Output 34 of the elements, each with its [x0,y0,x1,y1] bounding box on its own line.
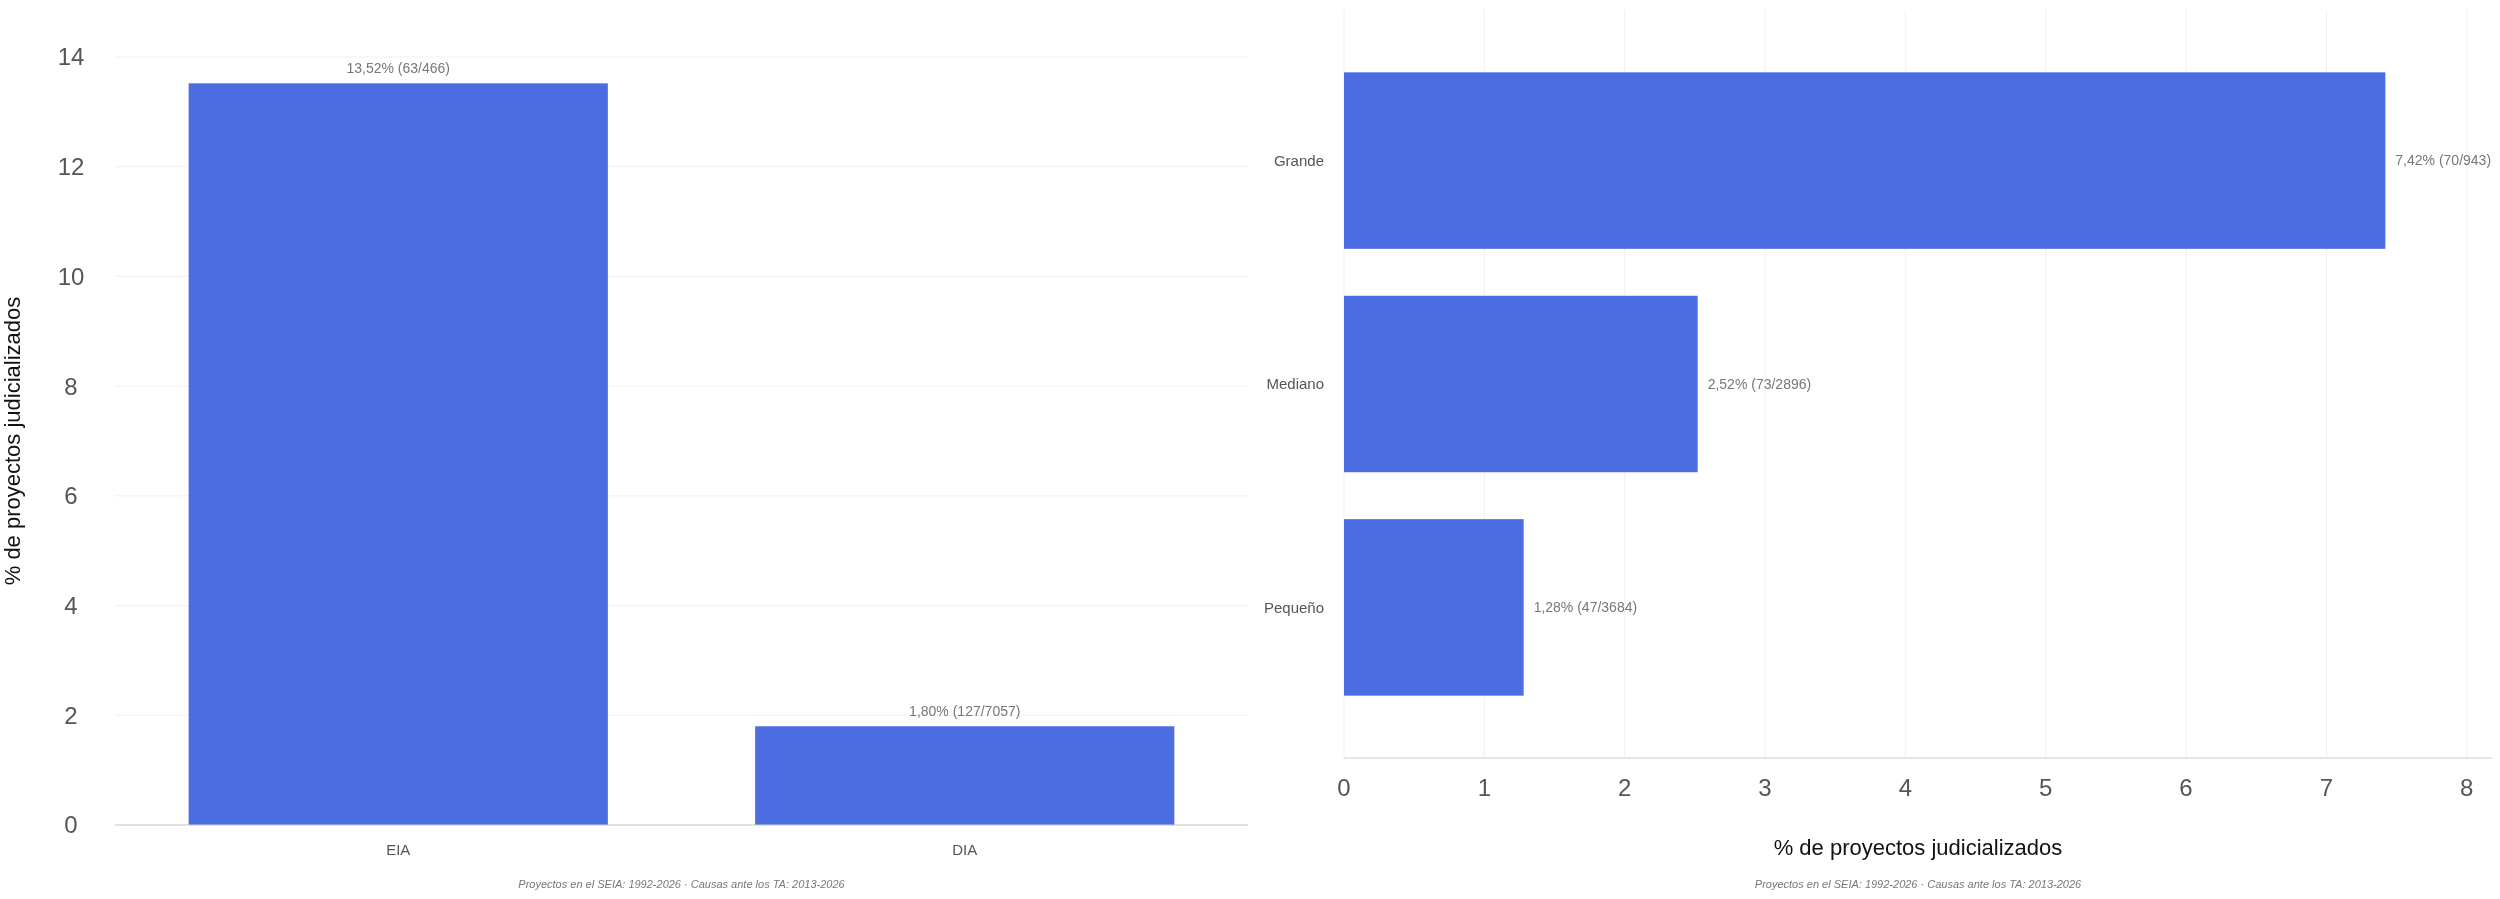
bar [1344,72,2386,249]
y-tick-label: Grande [1273,151,1324,169]
y-tick-label: 2 [64,701,78,729]
y-tick-label: 6 [64,482,78,510]
y-tick-label: 0 [64,811,78,839]
x-tick-label: 3 [1758,774,1772,801]
text: Proyectos en el SEIA: 1992-2026 · Causas ante los TA: 2013-2026 [518,878,846,890]
bar [1344,295,1698,473]
y-tick-label: 10 [57,262,85,290]
x-tick-label: 6 [2179,774,2193,801]
bar [1344,519,1524,696]
x-tick-label: 5 [2039,774,2053,801]
y-tick-label: Pequeño [1263,598,1324,616]
x-tick-label: 7 [2319,774,2334,801]
x-tick-label: 2 [1618,774,1632,801]
y-tick-label: 8 [64,372,78,400]
data-label: 13,52% (63/466) [346,60,451,77]
x-tick-label: EIA [386,841,411,858]
y-tick-label: 14 [57,43,85,71]
y-tick-label: Mediano [1266,375,1324,393]
data-label: 2,52% (73/2896) [1707,375,1812,392]
text: Proyectos en el SEIA: 1992-2026 · Causas ante los TA: 2013-2026 [1754,878,2083,890]
y-tick-label: 12 [57,153,85,181]
x-tick-label: DIA [952,841,978,858]
x-tick-label: 4 [1898,774,1913,801]
data-label: 7,42% (70/943) [2395,152,2492,169]
data-label: 1,80% (127/7057) [909,703,1021,720]
y-tick-label: 4 [64,591,78,619]
y-axis-title: % de proyectos judicializados [0,296,25,586]
x-tick-label: 1 [1477,774,1492,801]
data-label: 1,28% (47/3684) [1533,599,1638,616]
x-tick-label: 0 [1337,774,1351,801]
x-tick-label: 8 [2460,774,2474,801]
x-axis-title: % de proyectos judicializados [1773,835,2063,860]
